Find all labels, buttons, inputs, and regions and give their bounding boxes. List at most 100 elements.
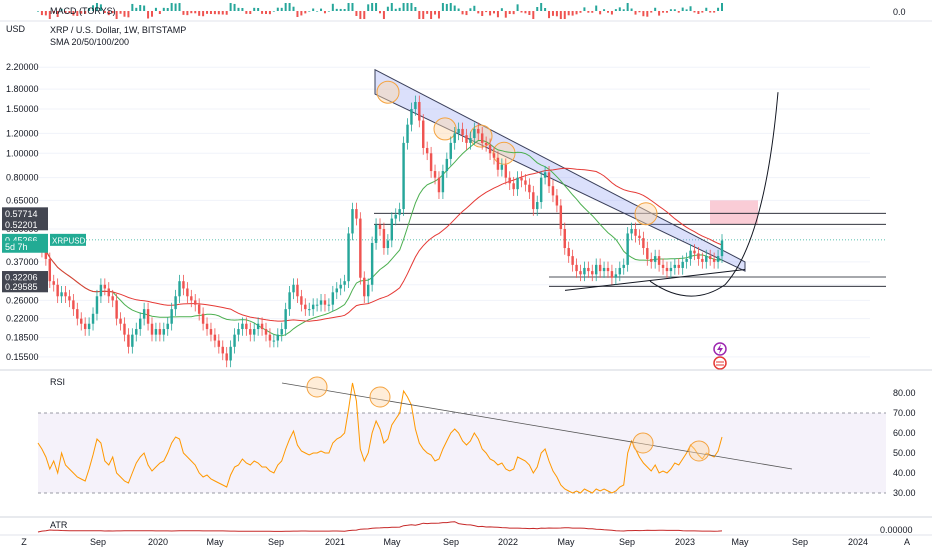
price-badge-text: 0.52201	[5, 220, 38, 230]
macd-bar	[115, 11, 118, 19]
support-trendline	[564, 269, 746, 291]
macd-bar	[111, 11, 114, 14]
macd-bar	[595, 5, 598, 11]
price-tick-label: 1.50000	[6, 104, 39, 114]
candle-body	[406, 124, 409, 143]
macd-bar	[434, 11, 437, 15]
macd-bar	[320, 8, 323, 11]
candle-body	[127, 334, 130, 347]
macd-bar	[44, 11, 47, 16]
macd-bar	[469, 8, 472, 11]
candle-body	[363, 277, 366, 297]
macd-bar	[103, 11, 106, 13]
candle-body	[414, 101, 417, 110]
macd-bar	[198, 11, 201, 16]
macd-bar	[548, 11, 551, 19]
candle-body	[445, 158, 449, 172]
macd-bar	[237, 7, 240, 11]
macd-bar	[229, 3, 232, 11]
rsi-tick-label: 80.00	[893, 388, 916, 398]
candle-body	[315, 304, 319, 306]
candle-body	[241, 323, 244, 330]
macd-bar	[213, 11, 216, 15]
candle-body	[249, 329, 252, 335]
macd-bar	[382, 11, 385, 19]
macd-bar	[202, 11, 205, 17]
macd-bar	[477, 11, 480, 14]
candle-body	[60, 292, 63, 297]
candle-body	[650, 258, 653, 262]
candle-body	[673, 264, 677, 268]
macd-bar	[135, 7, 138, 11]
candle-body	[292, 284, 295, 293]
macd-bar	[84, 11, 87, 14]
candle-body	[492, 153, 496, 158]
candle-body	[630, 228, 633, 234]
macd-bar	[304, 11, 307, 14]
candle-body	[528, 184, 531, 193]
candle-body	[359, 218, 362, 278]
macd-pane	[37, 3, 723, 19]
time-label: Sep	[90, 537, 106, 547]
candle-body	[524, 180, 527, 185]
candle-body	[123, 323, 126, 335]
candle-body	[288, 292, 291, 310]
candle-body	[347, 233, 350, 282]
macd-bar	[371, 3, 374, 11]
macd-bar	[119, 11, 122, 14]
candle-body	[205, 323, 209, 330]
time-label: Z	[21, 537, 27, 547]
macd-bar	[379, 11, 381, 14]
candle-body	[429, 153, 433, 172]
candle-body	[138, 318, 142, 330]
candle-body	[300, 296, 303, 305]
macd-bar	[665, 11, 668, 13]
macd-bar	[170, 3, 173, 11]
candle-body	[449, 142, 452, 159]
candle-body	[705, 256, 708, 262]
price-tick-label: 0.65000	[6, 195, 39, 205]
candle-body	[508, 177, 511, 184]
macd-bar	[367, 4, 370, 11]
event-icons[interactable]	[713, 342, 727, 370]
macd-bar	[335, 8, 338, 11]
candle-body	[708, 256, 712, 259]
macd-bar	[524, 11, 527, 14]
candle-body	[606, 267, 610, 272]
candle-body	[178, 281, 181, 297]
annotations	[38, 68, 886, 297]
candle-body	[272, 340, 276, 342]
macd-bar	[430, 11, 433, 19]
candle-body	[91, 313, 95, 324]
macd-bar	[520, 11, 523, 13]
macd-bar	[437, 11, 440, 19]
macd-bar	[536, 7, 539, 11]
candle-body	[437, 177, 441, 193]
candle-body	[311, 304, 315, 310]
macd-bar	[677, 11, 680, 13]
candle-body	[174, 296, 177, 310]
macd-bar	[272, 11, 275, 12]
macd-bar	[453, 5, 456, 11]
macd-bar	[131, 3, 134, 11]
candle-body	[182, 281, 185, 289]
candle-body	[614, 274, 618, 278]
flag-icon[interactable]	[713, 356, 727, 370]
macd-bar	[673, 9, 676, 11]
candle-body	[296, 284, 299, 297]
macd-bar	[563, 11, 566, 19]
macd-bar	[465, 11, 468, 16]
macd-bar	[717, 7, 720, 11]
candle-body	[87, 323, 91, 330]
candle-body	[418, 101, 421, 121]
candle-body	[583, 267, 586, 275]
time-label: Sep	[443, 537, 459, 547]
time-label: 2022	[498, 537, 518, 547]
macd-bar	[308, 11, 311, 12]
candle-body	[319, 300, 323, 305]
macd-bar	[567, 11, 570, 16]
price-tick-label: 0.80000	[6, 173, 39, 183]
macd-bar	[107, 11, 110, 16]
rsi-pane: 80.00 70.00 60.00 50.00 40.00 30.00	[37, 376, 916, 498]
